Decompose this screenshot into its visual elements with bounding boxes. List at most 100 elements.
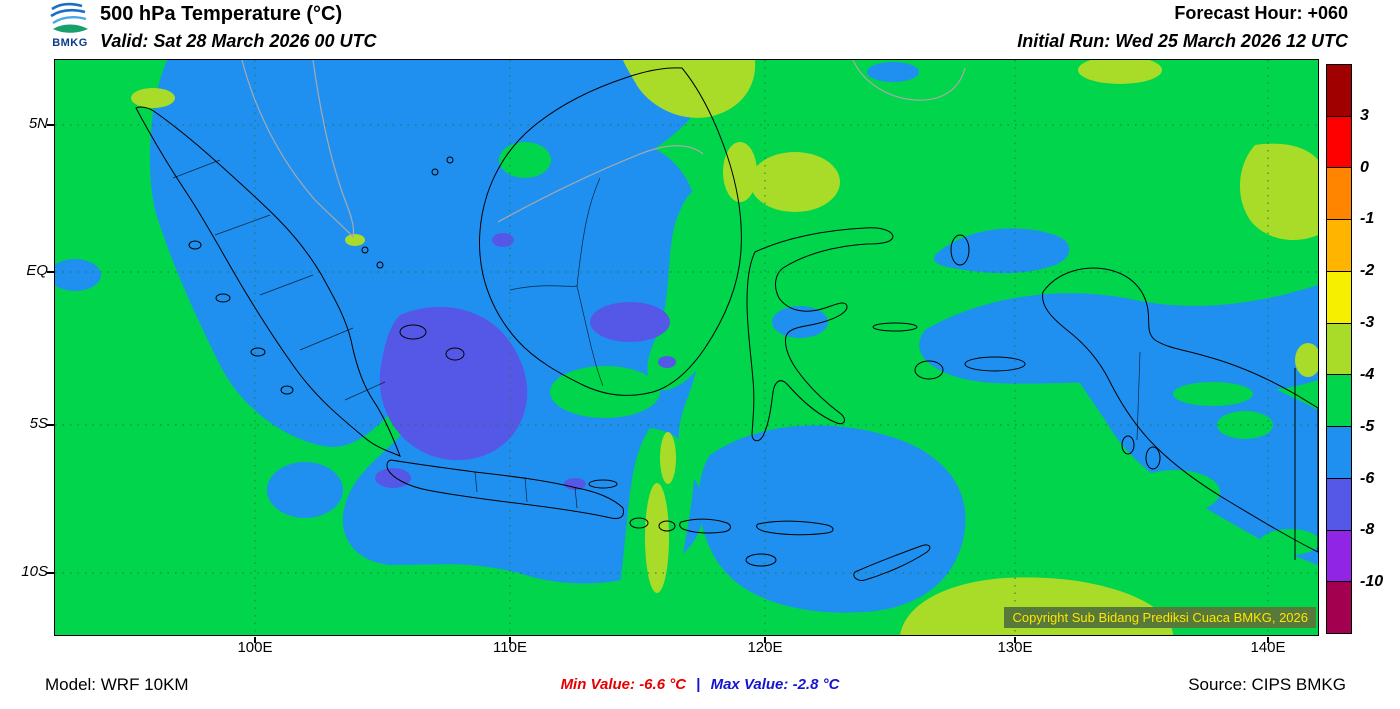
island-outline-aru [1145,446,1161,470]
temp-region [1260,529,1318,555]
island-outline-sulawesi [746,227,894,442]
temp-region [375,468,411,488]
temp-region [267,462,343,518]
colorbar-label: -4 [1360,365,1375,383]
island-outline-mentawai-chain [188,240,294,395]
coastlines [135,67,1318,581]
axis-tick [47,424,54,426]
island-outline-timor [853,544,931,581]
temp-region [1130,470,1220,514]
colorbar-segment [1327,323,1351,376]
x-axis-label-120e: 120E [747,639,783,656]
temp-region [645,483,669,593]
temp-region [55,259,101,291]
axis-tick [1014,637,1016,643]
x-axis-label-100e: 100E [237,639,273,656]
axis-tick [509,637,511,643]
temp-region [723,142,757,202]
island-outline-bali [629,517,649,529]
island-outline-borneo [479,67,742,396]
axis-tick [47,124,54,126]
temp-region [131,88,175,108]
colorbar-segment [1327,65,1351,117]
colorbar-label: -5 [1360,417,1375,435]
colorbar-segment [1327,427,1351,479]
colorbar-segment [1327,375,1351,428]
temp-region [1295,343,1318,377]
temp-region [934,228,1070,274]
temp-region [1239,143,1318,240]
island-outline-buru [914,360,944,380]
island-outline-halmahera [950,234,970,266]
colorbar-label: -8 [1360,521,1375,539]
minmax-values: Min Value: -6.6 °C | Max Value: -2.8 °C [0,676,1400,693]
page-title: 500 hPa Temperature (°C) [100,3,343,25]
country-borders [241,60,966,239]
temp-region [660,432,676,484]
x-axis-label-140e: 140E [1250,639,1286,656]
temp-region [658,356,676,368]
island-outline-sumatra [135,106,401,457]
colorbar-label: -6 [1360,469,1375,487]
island-outline-sumba [745,553,777,567]
copyright-notice: Copyright Sub Bidang Prediksi Cuaca BMKG… [1004,607,1316,628]
colorbar-segment [1327,116,1351,169]
axis-tick [47,271,54,273]
border-malay-peninsula [241,60,355,239]
temp-region [590,302,670,342]
colorbar-segment [1327,220,1351,272]
island-outline-sumbawa [679,518,731,534]
temp-band-minus6-minus8-patches [375,233,676,490]
initial-run: Initial Run: Wed 25 March 2026 12 UTC [1017,31,1348,51]
temp-region [623,60,756,118]
island-outline-riau-natuna [361,156,454,269]
y-axis-label-eq: EQ [26,262,48,279]
island-outline-bangka [399,324,427,340]
temp-region [647,190,729,391]
bmkg-logo-icon [50,2,88,33]
province-borders [172,159,1141,509]
y-axis-label-10s: 10S [21,563,48,580]
island-outline-papua [1042,267,1318,553]
colorbar-label: -1 [1360,210,1375,228]
temp-region [772,306,828,338]
axis-tick [254,637,256,643]
bmkg-logo-label: BMKG [52,37,88,49]
colorbar-segment [1327,271,1351,324]
colorbar-label: 0 [1360,158,1369,176]
temperature-colorbar: 3 0 -1 -2 -3 -4 -5 -6 -8 -10 [1326,64,1400,634]
temp-region [1060,317,1318,565]
temp-region [379,306,528,461]
colorbar-label: -2 [1360,262,1375,280]
colorbar-segment [1327,582,1351,634]
temp-region [1173,382,1253,406]
temp-region [867,62,919,82]
island-outline-seram [964,356,1026,372]
y-axis-label-5s: 5S [29,415,48,432]
temp-band-minus5-minus6 [55,60,1318,613]
border-borneo-malaysia [497,145,704,223]
island-outline-madura [588,479,618,489]
island-outline-flores [756,520,834,536]
temp-region [750,152,840,212]
max-value: Max Value: -2.8 °C [710,676,840,693]
temp-region [1078,60,1162,84]
bmkg-logo: BMKG [44,1,96,49]
colorbar-segment [1327,168,1351,221]
valid-time: Valid: Sat 28 March 2026 00 UTC [100,31,377,51]
temp-region [345,234,365,246]
island-outline-sula [872,322,918,332]
temp-region [550,366,660,418]
colorbar-segment [1327,478,1351,531]
island-outline-lombok [658,520,676,532]
island-outline-java [386,459,624,519]
map-plot-area: Copyright Sub Bidang Prediksi Cuaca BMKG… [54,59,1319,636]
temp-region [499,142,551,178]
temp-region [342,128,707,584]
temp-region [564,478,586,490]
x-axis-label-110e: 110E [493,639,527,656]
axis-tick [47,572,54,574]
x-axis-label-130e: 130E [997,639,1033,656]
colorbar-ramp [1326,64,1352,634]
minmax-divider: | [696,676,701,693]
